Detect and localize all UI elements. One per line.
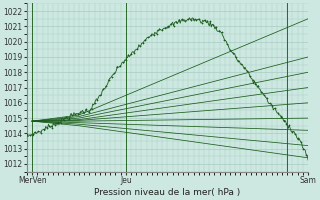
X-axis label: Pression niveau de la mer( hPa ): Pression niveau de la mer( hPa ) [94,188,241,197]
